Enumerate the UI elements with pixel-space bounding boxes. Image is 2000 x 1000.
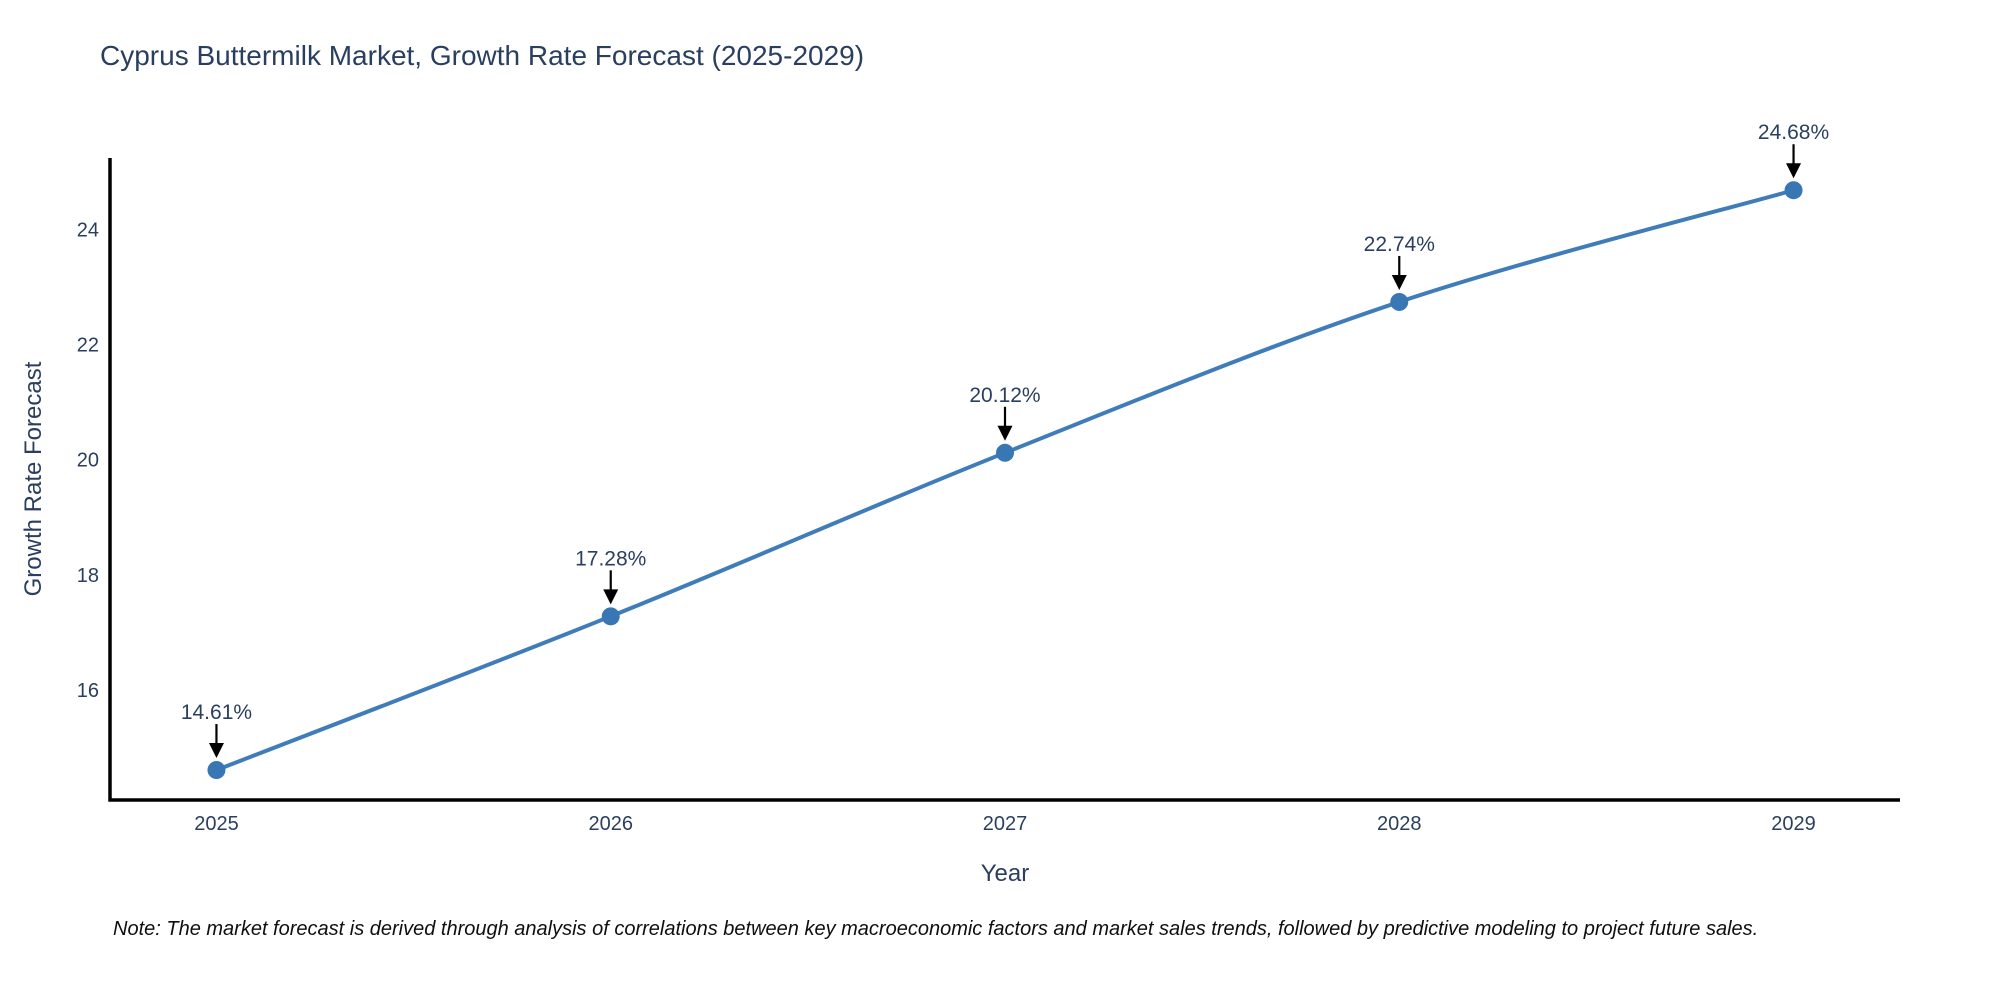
x-axis-title: Year (980, 860, 1030, 887)
x-tick-label: 2028 (1377, 813, 1422, 835)
annotation-label: 17.28% (575, 547, 646, 570)
annotation-arrowhead-icon (997, 425, 1013, 441)
trend-line (214, 188, 1796, 773)
x-tick-label: 2029 (1771, 813, 1816, 835)
axis-line (108, 158, 1900, 802)
annotation-arrowhead-icon (603, 589, 619, 605)
note-text: Note: The market forecast is derived thr… (113, 918, 1759, 940)
y-tick-label: 24 (77, 219, 99, 241)
data-point-marker (601, 607, 620, 626)
annotation-arrowhead-icon (208, 743, 224, 759)
x-tick-label: 2027 (983, 813, 1028, 835)
y-tick-label: 22 (77, 335, 99, 357)
annotation-label: 20.12% (969, 384, 1040, 407)
annotation-arrowhead-icon (1786, 163, 1802, 179)
x-tick-label: 2026 (588, 813, 633, 835)
y-tick-label: 18 (77, 565, 99, 587)
chart-title: Cyprus Buttermilk Market, Growth Rate Fo… (100, 40, 865, 71)
data-point-marker (207, 761, 226, 780)
annotation-label: 24.68% (1758, 121, 1829, 144)
y-axis-title: Growth Rate Forecast (20, 361, 47, 597)
data-point-marker (1784, 181, 1803, 200)
data-point-marker (996, 443, 1014, 462)
y-tick-label: 16 (77, 680, 99, 702)
annotation-arrowhead-icon (1391, 274, 1407, 290)
y-tick-label: 20 (77, 450, 99, 472)
annotation-label: 14.61% (181, 701, 252, 724)
data-point-marker (1390, 292, 1409, 311)
annotation-label: 22.74% (1364, 233, 1435, 256)
x-tick-label: 2025 (194, 813, 239, 835)
